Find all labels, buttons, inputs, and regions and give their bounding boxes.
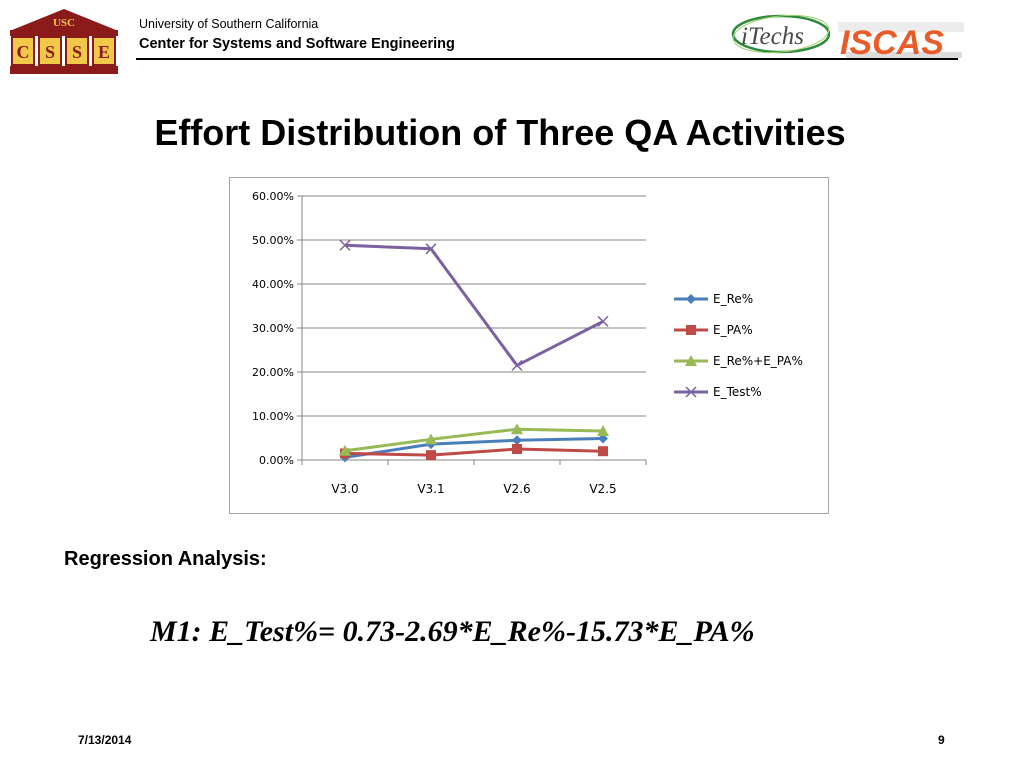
y-tick-label: 30.00%: [252, 322, 294, 335]
data-point: [598, 446, 608, 457]
itechs-logo: iTechs: [731, 14, 831, 54]
y-tick-label: 60.00%: [252, 190, 294, 203]
y-tick-label: 0.00%: [259, 454, 294, 467]
header-divider: [136, 58, 958, 60]
data-point: [511, 359, 523, 371]
legend-marker: [685, 355, 697, 366]
line-chart: 0.00% 10.00% 20.00% 30.00% 40.00% 50.00% 60.00…: [252, 190, 803, 496]
data-point: [597, 424, 609, 436]
legend-marker: [685, 386, 697, 398]
itechs-logo-text: iTechs: [741, 23, 804, 50]
series-line-3: [344, 427, 604, 453]
iscas-logo-text: ISCAS: [840, 24, 944, 62]
university-name: University of Southern California: [139, 17, 319, 31]
y-tick-label: 10.00%: [252, 410, 294, 423]
series-line-4: [344, 243, 604, 367]
x-tick-label: V2.5: [589, 482, 616, 496]
legend-label: E_Re%+E_PA%: [713, 354, 803, 368]
regression-formula: M1: E_Test%= 0.73-2.69*E_Re%-15.73*E_PA%: [150, 615, 755, 648]
svg-text:S: S: [45, 42, 55, 62]
logo-letter-boxes: C S S E: [11, 36, 116, 66]
legend-marker: [686, 325, 696, 335]
x-tick-label: V2.6: [503, 482, 530, 496]
iscas-logo: ISCAS: [838, 22, 964, 62]
legend-marker: [686, 294, 696, 304]
data-point: [511, 423, 523, 435]
series-line-2: [344, 447, 604, 457]
series-line-1: [344, 436, 604, 459]
chart-container: 0.00% 10.00% 20.00% 30.00% 40.00% 50.00% 60.00…: [229, 177, 829, 514]
data-point: [512, 435, 522, 446]
data-point: [597, 315, 609, 327]
center-name: Center for Systems and Software Engineer…: [139, 36, 455, 52]
logo-usc-text: USC: [53, 17, 75, 29]
y-tick-label: 50.00%: [252, 234, 294, 247]
regression-label: Regression Analysis:: [64, 548, 267, 570]
data-point: [512, 444, 522, 454]
y-tick-label: 40.00%: [252, 278, 294, 291]
legend-label: E_Test%: [713, 385, 762, 399]
x-tick-label: V3.1: [417, 482, 444, 496]
data-point: [426, 450, 436, 461]
data-point: [339, 444, 351, 456]
svg-text:S: S: [72, 42, 82, 62]
legend-label: E_PA%: [713, 323, 753, 337]
footer-date: 7/13/2014: [78, 733, 132, 747]
x-tick-label: V3.0: [331, 482, 358, 496]
svg-text:E: E: [98, 42, 110, 62]
usc-csse-logo: USC C S S E: [10, 9, 118, 74]
page-number: 9: [938, 733, 945, 747]
legend-label: E_Re%: [713, 292, 753, 306]
data-point: [339, 239, 351, 251]
data-point: [425, 433, 437, 445]
data-point: [425, 243, 437, 255]
svg-text:C: C: [17, 42, 30, 62]
slide-title: Effort Distribution of Three QA Activiti…: [154, 112, 846, 153]
y-tick-label: 20.00%: [252, 366, 294, 379]
